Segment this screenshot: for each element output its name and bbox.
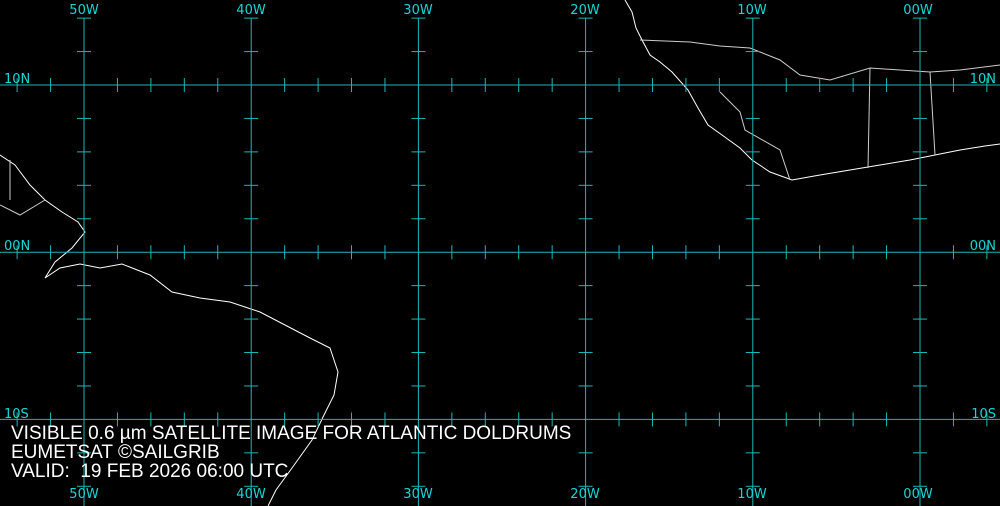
lon-label-top-50w: 50W [69, 3, 99, 18]
coastline-west-africa [624, 0, 1000, 181]
border-west-africa [639, 39, 1000, 81]
lat-label-right-10s: 10S [971, 407, 996, 422]
lon-label-bottom-10w: 10W [737, 487, 767, 502]
border-south-america [0, 160, 46, 216]
lat-label-left-00n: 00N [4, 239, 31, 254]
lat-label-left-10s: 10S [4, 407, 29, 422]
lon-label-bottom-50w: 50W [69, 487, 99, 502]
lat-label-left-10n: 10N [4, 72, 31, 87]
lon-label-top-40w: 40W [236, 3, 266, 18]
coastline-south-america [0, 154, 339, 506]
lon-label-top-20w: 20W [570, 3, 600, 18]
lon-label-bottom-40w: 40W [236, 487, 266, 502]
lon-label-bottom-30w: 30W [403, 487, 433, 502]
lat-label-right-00n: 00N [969, 239, 996, 254]
lon-label-bottom-20w: 20W [570, 487, 600, 502]
lat-label-right-10n: 10N [969, 72, 996, 87]
caption: VISIBLE 0.6 µm SATELLITE IMAGE FOR ATLAN… [11, 424, 571, 481]
caption-title: VISIBLE 0.6 µm SATELLITE IMAGE FOR ATLAN… [11, 423, 572, 444]
lon-label-bottom-00w: 00W [903, 487, 933, 502]
lon-label-top-00w: 00W [903, 3, 933, 18]
lon-label-top-10w: 10W [737, 3, 767, 18]
lon-label-top-30w: 30W [403, 3, 433, 18]
caption-credit: EUMETSAT ©SAILGRIB [11, 442, 220, 463]
caption-valid-time: VALID: 19 FEB 2026 06:00 UTC [11, 461, 289, 482]
